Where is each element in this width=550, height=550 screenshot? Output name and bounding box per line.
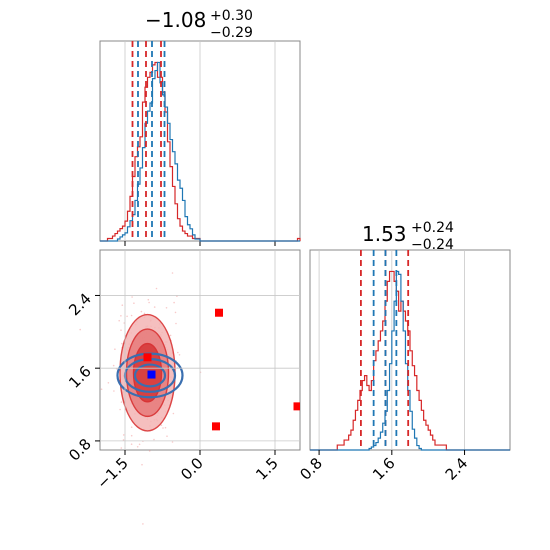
scatter-point	[138, 443, 141, 446]
quantile-lines	[131, 41, 166, 241]
x-tick-label: 0.0	[177, 454, 207, 484]
panel-title-minus: −0.24	[411, 237, 454, 253]
scatter-point	[79, 328, 81, 331]
scatter-point	[141, 463, 143, 466]
scatter-point	[126, 315, 128, 318]
red-square-marker	[143, 353, 152, 362]
scatter-point	[122, 439, 125, 441]
scatter-point	[120, 315, 122, 317]
scatter-point	[130, 426, 133, 429]
scatter-point	[122, 434, 125, 436]
scatter-point	[162, 427, 164, 429]
x-tick-label: 0.8	[296, 454, 326, 484]
scatter-point	[119, 408, 121, 411]
x-tick-label: 2.4	[442, 454, 472, 484]
red-square-marker	[212, 422, 220, 431]
scatter-point	[166, 435, 168, 438]
x-tick-labels: 0.8 1.6 2.4	[296, 454, 471, 484]
scatter-contour-panel: −1.5 0.0 1.5 0.8 1.6 2.4	[65, 249, 301, 525]
scatter-point	[177, 351, 179, 354]
y-tick-label: 2.4	[65, 290, 95, 320]
tick-marks	[95, 294, 276, 455]
scatter-point	[107, 382, 110, 384]
axes-frame	[309, 249, 511, 451]
scatter-point	[174, 311, 177, 314]
scatter-point	[143, 312, 146, 315]
y-tick-label: 1.6	[65, 362, 95, 392]
x-tick-labels: −1.5 0.0 1.5	[93, 454, 281, 492]
red-square-marker	[293, 402, 300, 411]
scatter-point	[120, 447, 123, 449]
histogram-series-blue	[310, 270, 510, 451]
scatter-point	[155, 287, 158, 290]
tick-marks	[124, 241, 276, 246]
scatter-point	[169, 334, 172, 337]
scatter-point	[148, 301, 150, 304]
panel-title-minus: −0.29	[210, 25, 253, 41]
histogram-steps	[100, 61, 301, 242]
scatter-point	[164, 426, 167, 429]
panel-title-plus: +0.24	[411, 220, 454, 236]
tick-marks	[318, 450, 466, 455]
x-tick-label: −1.5	[93, 454, 131, 492]
scatter-point	[100, 388, 103, 391]
scatter-point	[113, 390, 115, 392]
scatter-point	[112, 364, 115, 367]
blue-square-marker	[147, 370, 156, 379]
blue-contour	[133, 363, 167, 388]
histogram-steps	[310, 270, 510, 451]
scatter-point	[160, 424, 163, 427]
y-tick-labels: 0.8 1.6 2.4	[65, 290, 95, 465]
x-tick-label: 1.5	[252, 454, 282, 484]
scatter-point	[142, 523, 144, 525]
histogram-panel-y: 0.8 1.6 2.4 1.53 +0.24 −0.24	[296, 220, 511, 484]
histogram-series-red	[310, 270, 510, 451]
scatter-point	[121, 304, 124, 307]
panel-title-plus: +0.30	[210, 8, 253, 24]
scatter-point	[148, 450, 151, 452]
histogram-panel-x: −1.08 +0.30 −0.29	[99, 8, 301, 246]
scatter-point	[133, 302, 135, 305]
panel-title-value: 1.53	[362, 222, 407, 246]
histogram-series-blue	[100, 61, 300, 242]
scatter-point	[114, 348, 116, 351]
panel-title-value: −1.08	[145, 8, 206, 32]
red-square-marker	[215, 308, 223, 317]
scatter-point	[120, 329, 122, 332]
scatter-point	[131, 296, 133, 298]
scatter-point	[121, 342, 123, 345]
grid	[100, 250, 300, 450]
x-tick-label: 1.6	[369, 454, 399, 484]
scatter-point	[120, 401, 123, 403]
y-tick-label: 0.8	[65, 435, 95, 465]
scatter-point	[123, 322, 125, 324]
scatter-point	[140, 310, 143, 313]
scatter-point	[130, 443, 133, 446]
scatter-point	[130, 434, 133, 437]
scatter-point	[173, 301, 175, 304]
scatter-point	[118, 319, 120, 322]
scatter-point	[172, 412, 175, 415]
square-markers	[143, 308, 300, 431]
scatter-point	[171, 441, 174, 443]
scatter-point	[165, 307, 168, 309]
scatter-point	[136, 446, 139, 448]
scatter-point	[178, 354, 181, 356]
scatter-point	[175, 322, 177, 325]
scatter-point	[153, 306, 156, 308]
scatter-point	[171, 272, 174, 274]
scatter-point	[130, 314, 133, 317]
scatter-point	[153, 438, 155, 441]
quantile-lines	[360, 250, 410, 450]
scatter-point	[147, 298, 150, 301]
grid	[124, 41, 276, 241]
